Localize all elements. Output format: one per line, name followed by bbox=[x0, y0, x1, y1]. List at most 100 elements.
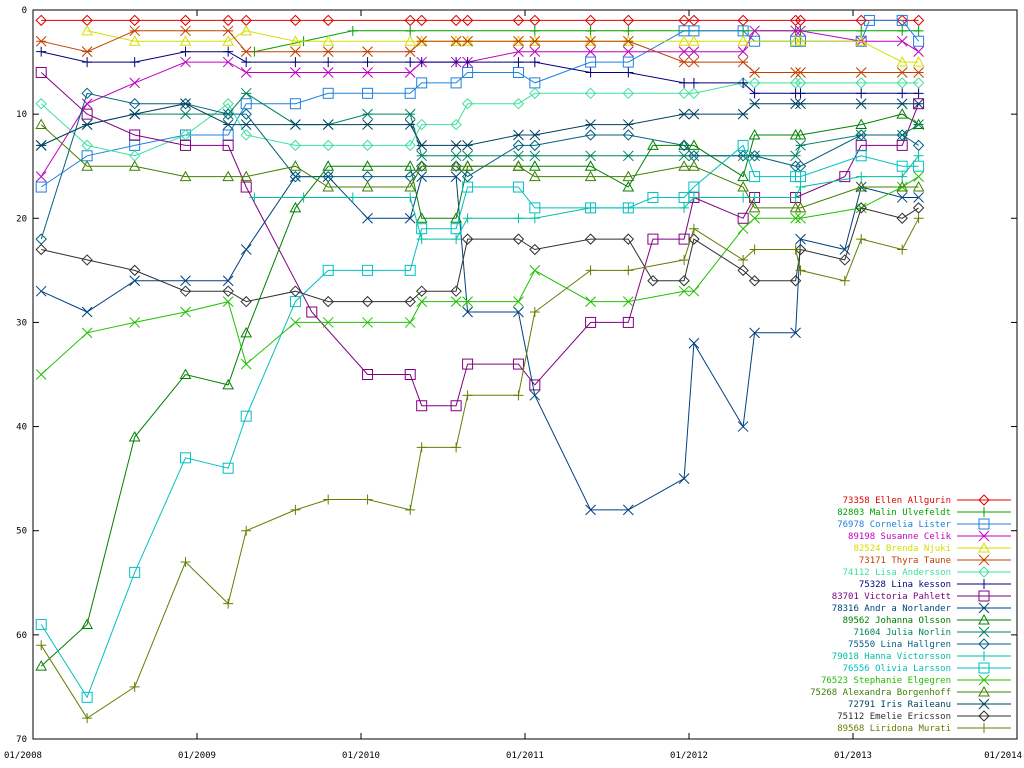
data-point bbox=[513, 213, 524, 224]
data-point bbox=[361, 139, 374, 152]
legend-label: 75550 Lina Hallgren bbox=[848, 640, 951, 650]
data-point bbox=[512, 160, 525, 171]
data-point bbox=[415, 14, 428, 27]
data-point bbox=[737, 223, 749, 235]
data-point bbox=[322, 139, 334, 152]
data-point bbox=[415, 160, 428, 171]
data-point bbox=[678, 46, 690, 58]
data-point bbox=[794, 243, 807, 256]
data-point bbox=[912, 139, 925, 152]
data-point bbox=[978, 541, 990, 553]
x-tick-label: 01/2009 bbox=[178, 751, 216, 761]
data-point bbox=[416, 57, 427, 68]
data-point bbox=[978, 674, 990, 686]
data-point bbox=[416, 400, 428, 412]
data-point bbox=[222, 108, 234, 120]
series-line bbox=[40, 92, 919, 157]
data-point bbox=[678, 191, 690, 203]
data-point bbox=[180, 556, 191, 567]
data-point bbox=[180, 46, 191, 57]
data-point bbox=[179, 170, 192, 182]
data-point bbox=[623, 67, 634, 78]
data-point bbox=[737, 212, 749, 224]
data-point bbox=[362, 108, 373, 120]
data-point bbox=[897, 171, 908, 182]
data-point bbox=[129, 681, 140, 692]
data-point bbox=[978, 518, 990, 530]
data-point bbox=[896, 181, 909, 192]
data-point bbox=[404, 212, 416, 224]
data-point bbox=[180, 25, 191, 37]
data-point bbox=[462, 390, 473, 401]
series-14 bbox=[35, 139, 925, 703]
data-point bbox=[81, 46, 93, 58]
data-point bbox=[513, 306, 524, 318]
data-point bbox=[529, 87, 541, 100]
data-point bbox=[688, 192, 699, 203]
data-point bbox=[462, 150, 473, 162]
data-point bbox=[528, 170, 541, 182]
data-point bbox=[913, 171, 924, 182]
data-point bbox=[450, 400, 462, 412]
data-point bbox=[323, 494, 334, 505]
data-point bbox=[585, 35, 596, 47]
data-point bbox=[585, 56, 597, 68]
data-point bbox=[863, 14, 875, 26]
data-point bbox=[688, 77, 699, 88]
y-tick-label: 20 bbox=[16, 214, 27, 224]
data-point bbox=[529, 307, 540, 318]
series-line bbox=[40, 30, 919, 177]
data-point bbox=[978, 662, 990, 674]
data-point bbox=[362, 87, 374, 99]
data-point bbox=[179, 98, 192, 110]
legend-label: 74112 Lisa Andersson bbox=[843, 568, 951, 578]
data-point bbox=[241, 525, 252, 536]
data-point bbox=[322, 14, 334, 27]
data-point bbox=[855, 118, 868, 130]
data-point bbox=[461, 233, 474, 245]
data-point bbox=[795, 182, 806, 193]
data-point bbox=[856, 88, 867, 99]
data-point bbox=[462, 181, 474, 193]
data-point bbox=[180, 56, 191, 68]
data-point bbox=[622, 316, 634, 328]
data-point bbox=[404, 87, 416, 99]
data-point bbox=[678, 87, 690, 100]
data-point bbox=[855, 98, 867, 110]
data-point bbox=[322, 46, 334, 58]
data-point bbox=[222, 296, 234, 307]
data-point bbox=[529, 35, 541, 47]
data-point bbox=[795, 265, 806, 276]
series-line bbox=[40, 144, 919, 699]
data-point bbox=[896, 192, 908, 203]
data-point bbox=[347, 25, 358, 36]
data-point bbox=[240, 108, 252, 120]
data-point bbox=[529, 265, 541, 276]
data-point bbox=[128, 264, 141, 277]
data-point bbox=[512, 14, 525, 27]
data-point bbox=[289, 98, 301, 110]
data-point bbox=[404, 264, 416, 276]
data-point bbox=[450, 35, 462, 47]
y-tick-label: 0 bbox=[22, 6, 27, 16]
data-point bbox=[322, 264, 334, 276]
data-point bbox=[513, 129, 524, 141]
data-point bbox=[749, 25, 760, 37]
data-point bbox=[622, 170, 635, 182]
data-point bbox=[322, 87, 334, 99]
data-point bbox=[35, 66, 47, 78]
data-point bbox=[688, 181, 700, 193]
data-point bbox=[855, 77, 867, 89]
data-point bbox=[462, 66, 474, 78]
data-point bbox=[978, 602, 990, 614]
series-3 bbox=[35, 25, 924, 182]
legend-label: 75112 Emelie Ericsson bbox=[837, 712, 951, 722]
data-point bbox=[678, 35, 690, 46]
data-point bbox=[451, 442, 462, 453]
data-point bbox=[223, 46, 234, 57]
data-point bbox=[129, 25, 141, 37]
data-point bbox=[647, 233, 659, 245]
data-point bbox=[240, 46, 252, 58]
data-point bbox=[748, 201, 761, 213]
data-point bbox=[416, 150, 428, 162]
